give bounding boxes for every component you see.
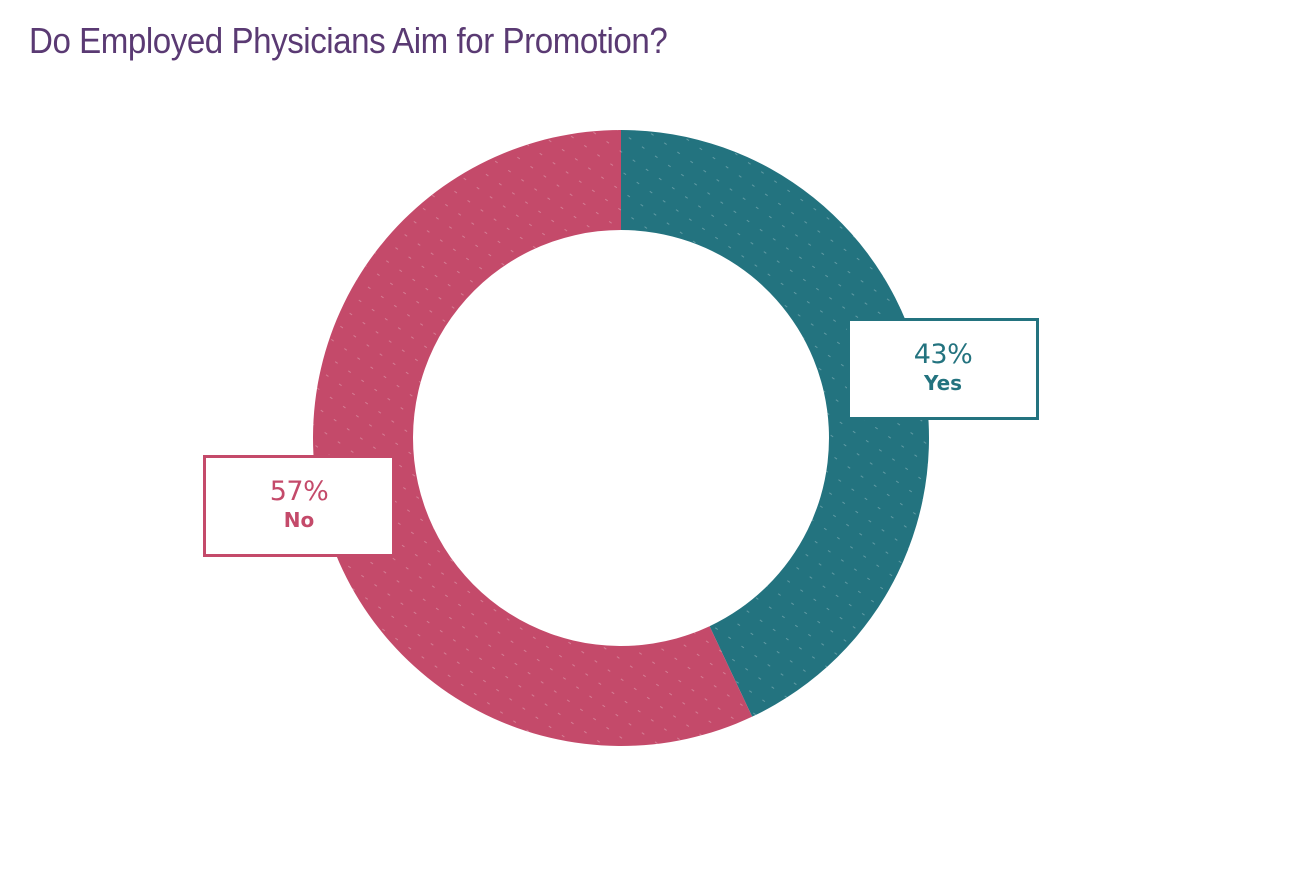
slice-category-no: No xyxy=(283,508,315,532)
chart-title: Do Employed Physicians Aim for Promotion… xyxy=(29,20,668,61)
slice-label-yes: 43% Yes xyxy=(847,318,1039,420)
slice-value-no: 57% xyxy=(269,476,329,507)
slice-label-no: 57% No xyxy=(203,455,395,557)
slice-value-yes: 43% xyxy=(913,339,973,370)
donut-slice-no-texture xyxy=(312,130,753,747)
donut-slices xyxy=(312,130,929,747)
donut-slice-yes-texture xyxy=(621,130,929,717)
slice-category-yes: Yes xyxy=(923,371,963,395)
